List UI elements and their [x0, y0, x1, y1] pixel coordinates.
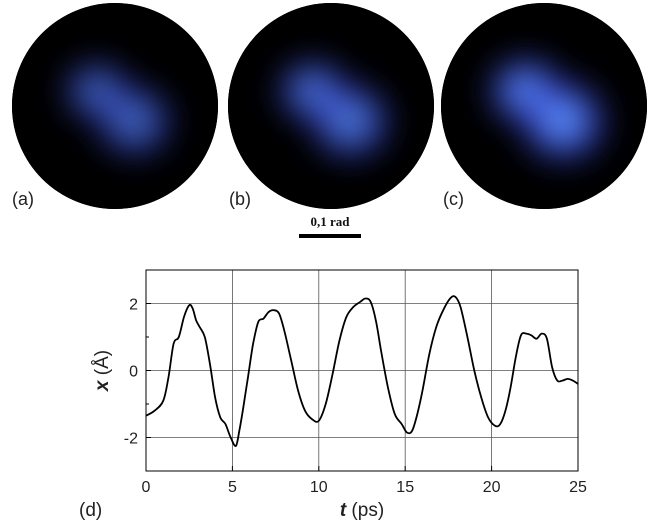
series-line: [145, 295, 579, 447]
x-tick-label: 25: [569, 479, 587, 496]
blob-glow: [58, 56, 178, 164]
x-tick-label: 10: [310, 479, 328, 496]
blob-glow: [272, 53, 397, 166]
blob-image-c: [441, 3, 647, 209]
blob-glow: [481, 51, 614, 170]
y-tick-label: -2: [124, 431, 138, 448]
scalebar-label: 0,1 rad: [310, 214, 350, 229]
y-axis-unit: (Å): [92, 350, 113, 381]
y-axis-variable: x: [92, 379, 113, 392]
blob-image-b: [228, 3, 434, 209]
panel-label-a: (a): [12, 189, 34, 209]
x-axis-unit: (ps): [346, 500, 384, 521]
y-tick-label: 0: [129, 364, 138, 381]
blob-lobe-lower: [303, 76, 397, 166]
blob-image-a: [12, 3, 218, 209]
panel-label-d: (d): [79, 500, 102, 521]
panel-image-a: [12, 3, 218, 209]
x-axis-variable: t: [340, 500, 347, 521]
y-tick-label: 2: [129, 297, 138, 314]
x-tick-label: 15: [396, 479, 414, 496]
x-tick-label: 5: [228, 479, 237, 496]
blob-lobe-lower: [90, 78, 178, 164]
blob-lobe-lower: [512, 72, 614, 170]
axis-ticks: 0 5 10 15 20 25 -2 0 2: [124, 269, 587, 496]
x-tick-label: 0: [142, 479, 151, 496]
grid-lines: [146, 270, 578, 471]
panel-image-b: [228, 3, 434, 209]
x-axis-title: t (ps): [340, 500, 384, 521]
panel-label-c: (c): [443, 189, 464, 209]
scalebar: [299, 234, 361, 238]
panel-label-b: (b): [229, 189, 251, 209]
x-tick-label: 20: [483, 479, 501, 496]
panel-image-c: [441, 3, 647, 209]
y-axis-title: x (Å): [92, 350, 113, 392]
